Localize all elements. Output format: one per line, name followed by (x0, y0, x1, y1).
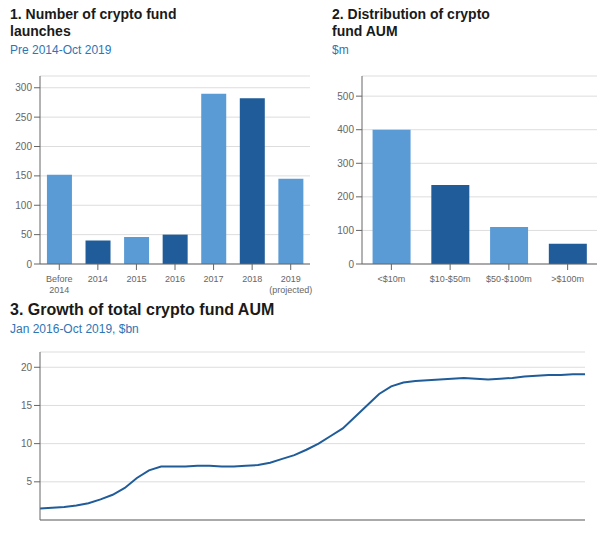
svg-text:2018: 2018 (242, 274, 262, 284)
svg-text:100: 100 (15, 200, 32, 211)
svg-text:$10-$50m: $10-$50m (430, 274, 471, 284)
svg-text:200: 200 (337, 191, 354, 202)
html-text:Jan 2016-Oct 2019, $bn: Jan 2016-Oct 2019, $bn (10, 322, 139, 337)
svg-text:300: 300 (15, 82, 32, 93)
html-text:2. Distribution of crypto fund: 2. Distribution of crypto fund AUM (332, 6, 490, 39)
svg-text:200: 200 (15, 141, 32, 152)
svg-text:300: 300 (337, 158, 354, 169)
html-text:3. Growth of total crypto fund: 3. Growth of total crypto fund AUM (10, 301, 275, 318)
html-text:1. Number of crypto fund launc: 1. Number of crypto fund launches (10, 6, 177, 39)
svg-text:0: 0 (26, 259, 32, 270)
svg-text:500: 500 (337, 91, 354, 102)
svg-text:2015: 2015 (126, 274, 146, 284)
svg-text:2019(projected): 2019(projected) (269, 274, 312, 295)
svg-text:2016: 2016 (165, 274, 185, 284)
svg-text:10: 10 (21, 438, 33, 449)
svg-text:$50-$100m: $50-$100m (486, 274, 532, 284)
svg-text:<$10m: <$10m (377, 274, 405, 284)
svg-text:250: 250 (15, 112, 32, 123)
html-text:$m: $m (332, 42, 349, 57)
svg-text:15: 15 (21, 400, 33, 411)
svg-text:0: 0 (348, 259, 354, 270)
svg-text:2014: 2014 (88, 274, 108, 284)
svg-text:5: 5 (26, 476, 32, 487)
svg-text:Before2014: Before2014 (46, 274, 73, 295)
svg-text:>$100m: >$100m (551, 274, 584, 284)
svg-text:100: 100 (337, 225, 354, 236)
svg-text:150: 150 (15, 170, 32, 181)
svg-text:50: 50 (21, 229, 33, 240)
svg-text:400: 400 (337, 124, 354, 135)
svg-text:20: 20 (21, 362, 33, 373)
html-text:Pre 2014-Oct 2019: Pre 2014-Oct 2019 (10, 42, 112, 57)
svg-text:2017: 2017 (204, 274, 224, 284)
